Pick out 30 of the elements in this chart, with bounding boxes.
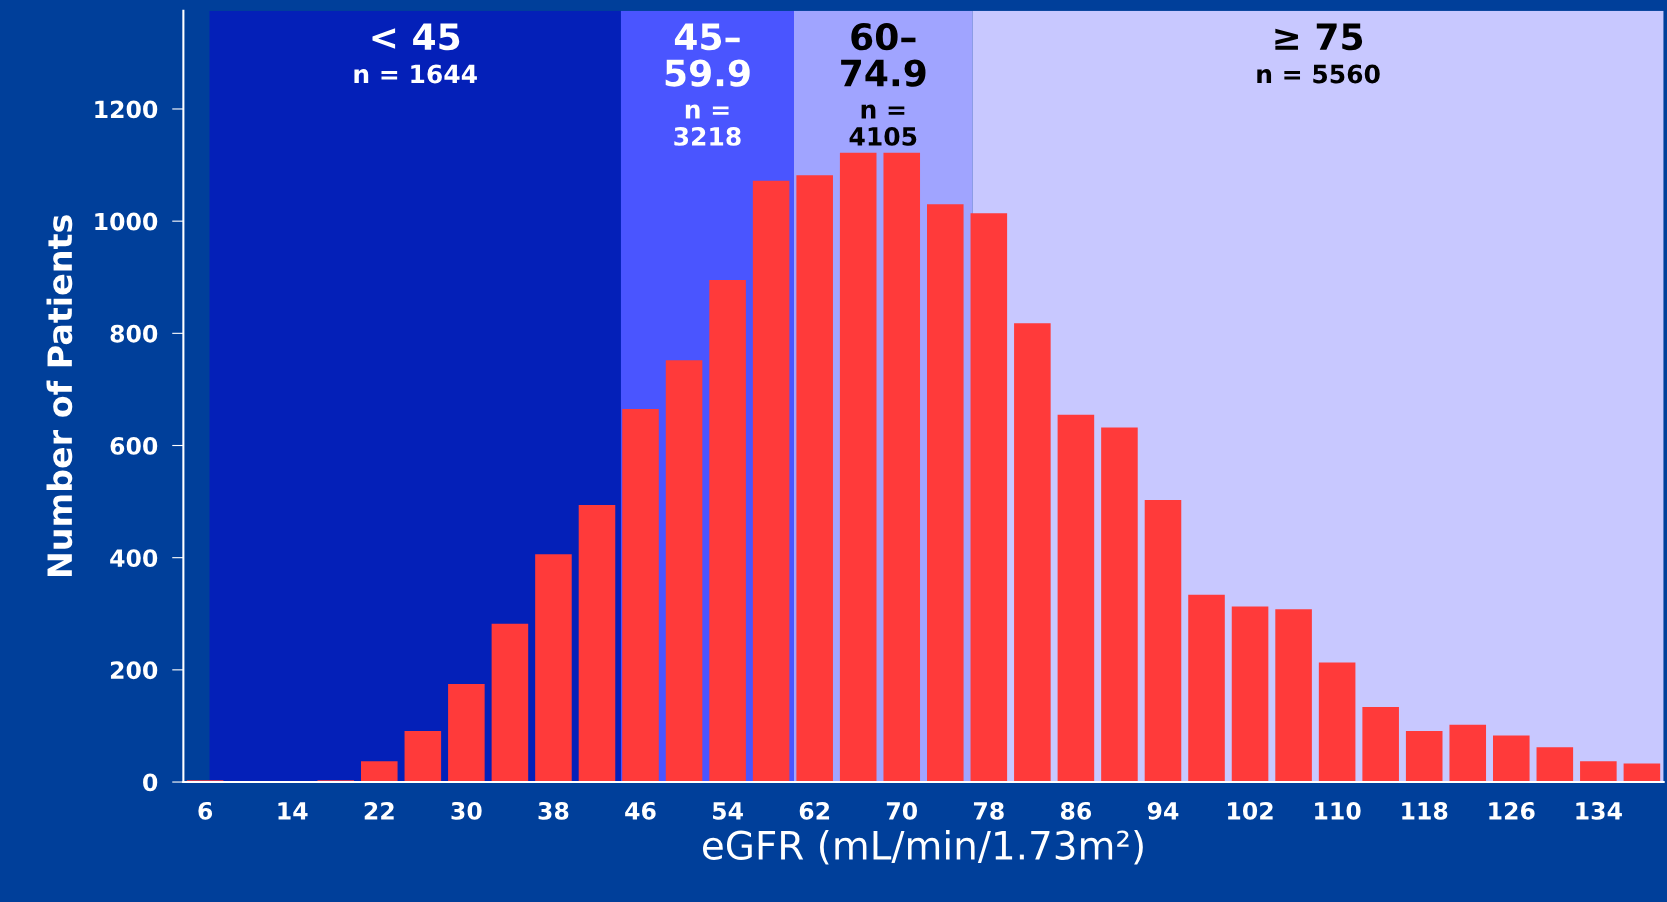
y-tick-label: 600: [110, 436, 158, 455]
x-tick-label: 6: [198, 801, 213, 820]
band-label: 60– 74.9 n = 4105: [841, 23, 926, 146]
x-tick-label: 134: [1576, 801, 1622, 820]
y-tick-label: 0: [143, 773, 158, 792]
x-tick-label: 46: [625, 801, 656, 820]
x-axis-title: eGFR (mL/min/1.73m²): [703, 829, 1143, 865]
x-tick-label: 118: [1402, 801, 1448, 820]
band-label: 45– 59.9 n = 3218: [665, 23, 750, 146]
x-tick-label: 14: [278, 802, 308, 820]
x-tick-label: 70: [886, 801, 918, 820]
x-tick-label: 86: [1060, 801, 1092, 820]
x-tick-label: 22: [364, 801, 394, 820]
y-tick-label: 800: [110, 324, 158, 343]
x-tick-label: 94: [1147, 801, 1179, 820]
y-tick-label: 400: [110, 549, 158, 567]
x-tick-label: 102: [1228, 801, 1273, 820]
x-tick-label: 78: [973, 801, 1004, 820]
y-tick-label: 200: [110, 661, 158, 680]
band-label: < 45 n = 1644: [354, 23, 477, 84]
x-tick-label: 54: [712, 802, 743, 820]
x-tick-label: 110: [1315, 801, 1361, 820]
x-tick-label: 30: [451, 801, 482, 820]
x-tick-label: 126: [1489, 801, 1535, 820]
y-axis-title: Number of Patients: [46, 215, 73, 577]
x-tick-label: 62: [799, 801, 830, 820]
x-tick-label: 38: [538, 801, 569, 820]
band-label: ≥ 75 n = 5560: [1257, 23, 1380, 84]
y-tick-label: 1200: [95, 100, 158, 119]
y-tick-label: 1000: [95, 212, 158, 231]
